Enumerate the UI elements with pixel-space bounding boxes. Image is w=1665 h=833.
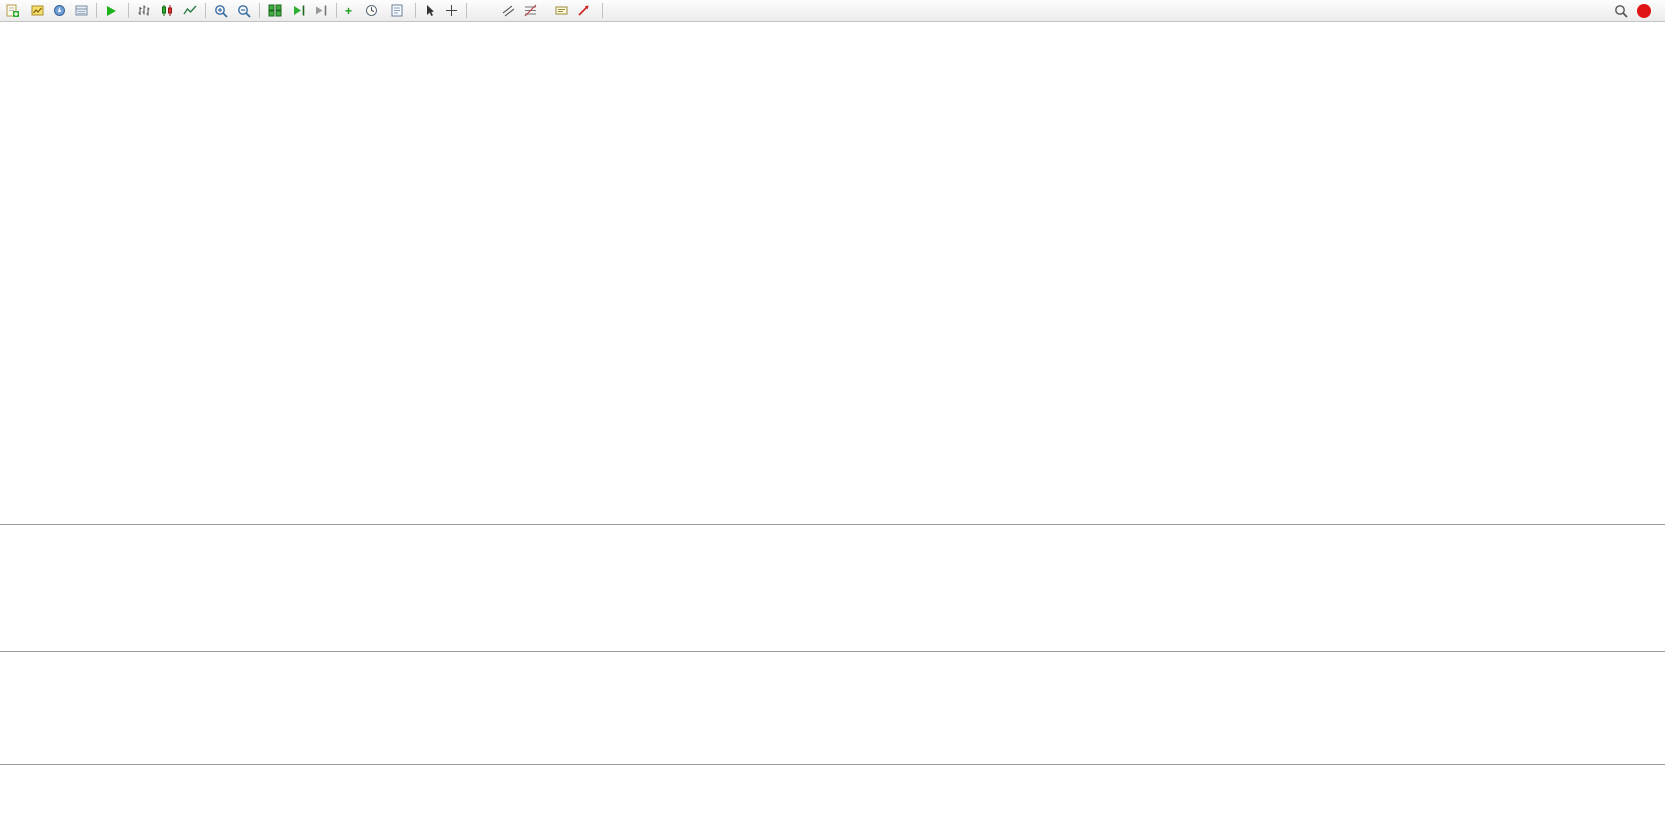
indicators-plus-icon: + [345, 3, 353, 18]
toolbar-separator [602, 3, 604, 18]
rsi-label [4, 655, 9, 666]
panel-separator[interactable] [0, 524, 1665, 525]
cursor-icon [427, 5, 435, 16]
price-chart-canvas[interactable] [0, 22, 1665, 524]
line-chart-button[interactable] [179, 1, 201, 20]
rsi-panel-canvas[interactable] [0, 652, 1665, 763]
toolbar-separator [259, 3, 260, 18]
clock-icon [366, 5, 378, 16]
terminal-button[interactable] [71, 1, 92, 20]
channel-icon [502, 5, 515, 17]
tile-windows-icon [268, 4, 282, 17]
macd-panel-canvas[interactable] [0, 525, 1665, 651]
macd-label [4, 528, 9, 539]
text-label-icon [555, 6, 568, 15]
terminal-icon [75, 5, 88, 16]
market-watch-button[interactable] [27, 1, 48, 20]
indicators-button[interactable]: + [341, 1, 360, 20]
main-toolbar: + [0, 0, 1665, 22]
new-order-button[interactable] [2, 1, 26, 20]
zoom-in-icon [215, 4, 228, 18]
toolbar-separator [96, 3, 97, 18]
templates-button[interactable] [387, 1, 411, 20]
text-tool-button[interactable] [542, 1, 550, 20]
toolbar-separator [466, 3, 468, 18]
autotrading-play-icon [107, 5, 116, 16]
auto-scroll-icon [294, 5, 305, 16]
toolbar-separator [415, 3, 417, 18]
template-icon [391, 4, 403, 17]
horizontal-line-tool-button[interactable] [480, 1, 488, 20]
chart-shift-icon [316, 5, 327, 16]
line-chart-icon [183, 5, 197, 15]
candlestick-chart-icon [162, 5, 172, 16]
toolbar-separator [128, 3, 129, 18]
search-icon [1615, 4, 1628, 18]
text-label-tool-button[interactable] [551, 1, 572, 20]
toolbar-separator [336, 3, 337, 18]
fibonacci-tool-button[interactable] [520, 1, 541, 20]
navigator-button[interactable] [49, 1, 70, 20]
autotrading-button[interactable] [101, 1, 124, 20]
navigator-icon [54, 5, 65, 16]
crosshair-button[interactable] [441, 1, 462, 20]
bar-chart-button[interactable] [133, 1, 155, 20]
periods-button[interactable] [361, 1, 386, 20]
notification-badge[interactable] [1637, 3, 1651, 18]
panel-separator[interactable] [0, 651, 1665, 652]
zoom-out-button[interactable] [233, 1, 255, 20]
arrows-tool-button[interactable] [573, 1, 598, 20]
chart-shift-button[interactable] [310, 1, 332, 20]
channel-tool-button[interactable] [498, 1, 519, 20]
time-axis[interactable] [0, 764, 1665, 783]
auto-scroll-button[interactable] [287, 1, 309, 20]
trendline-tool-button[interactable] [489, 1, 497, 20]
candlestick-chart-button[interactable] [156, 1, 178, 20]
vertical-line-tool-button[interactable] [471, 1, 479, 20]
new-order-icon [6, 4, 19, 17]
bar-chart-icon [138, 5, 150, 16]
crosshair-icon [446, 5, 458, 16]
cursor-button[interactable] [420, 1, 440, 20]
zoom-in-button[interactable] [210, 1, 232, 20]
market-watch-icon [31, 5, 44, 16]
fibonacci-icon [524, 4, 537, 17]
toolbar-separator [205, 3, 206, 18]
search-button[interactable] [1610, 1, 1632, 20]
tile-windows-button[interactable] [264, 1, 286, 20]
zoom-out-icon [238, 4, 251, 18]
arrow-tool-icon [578, 5, 589, 16]
toolbar-right-zone [1610, 1, 1663, 20]
